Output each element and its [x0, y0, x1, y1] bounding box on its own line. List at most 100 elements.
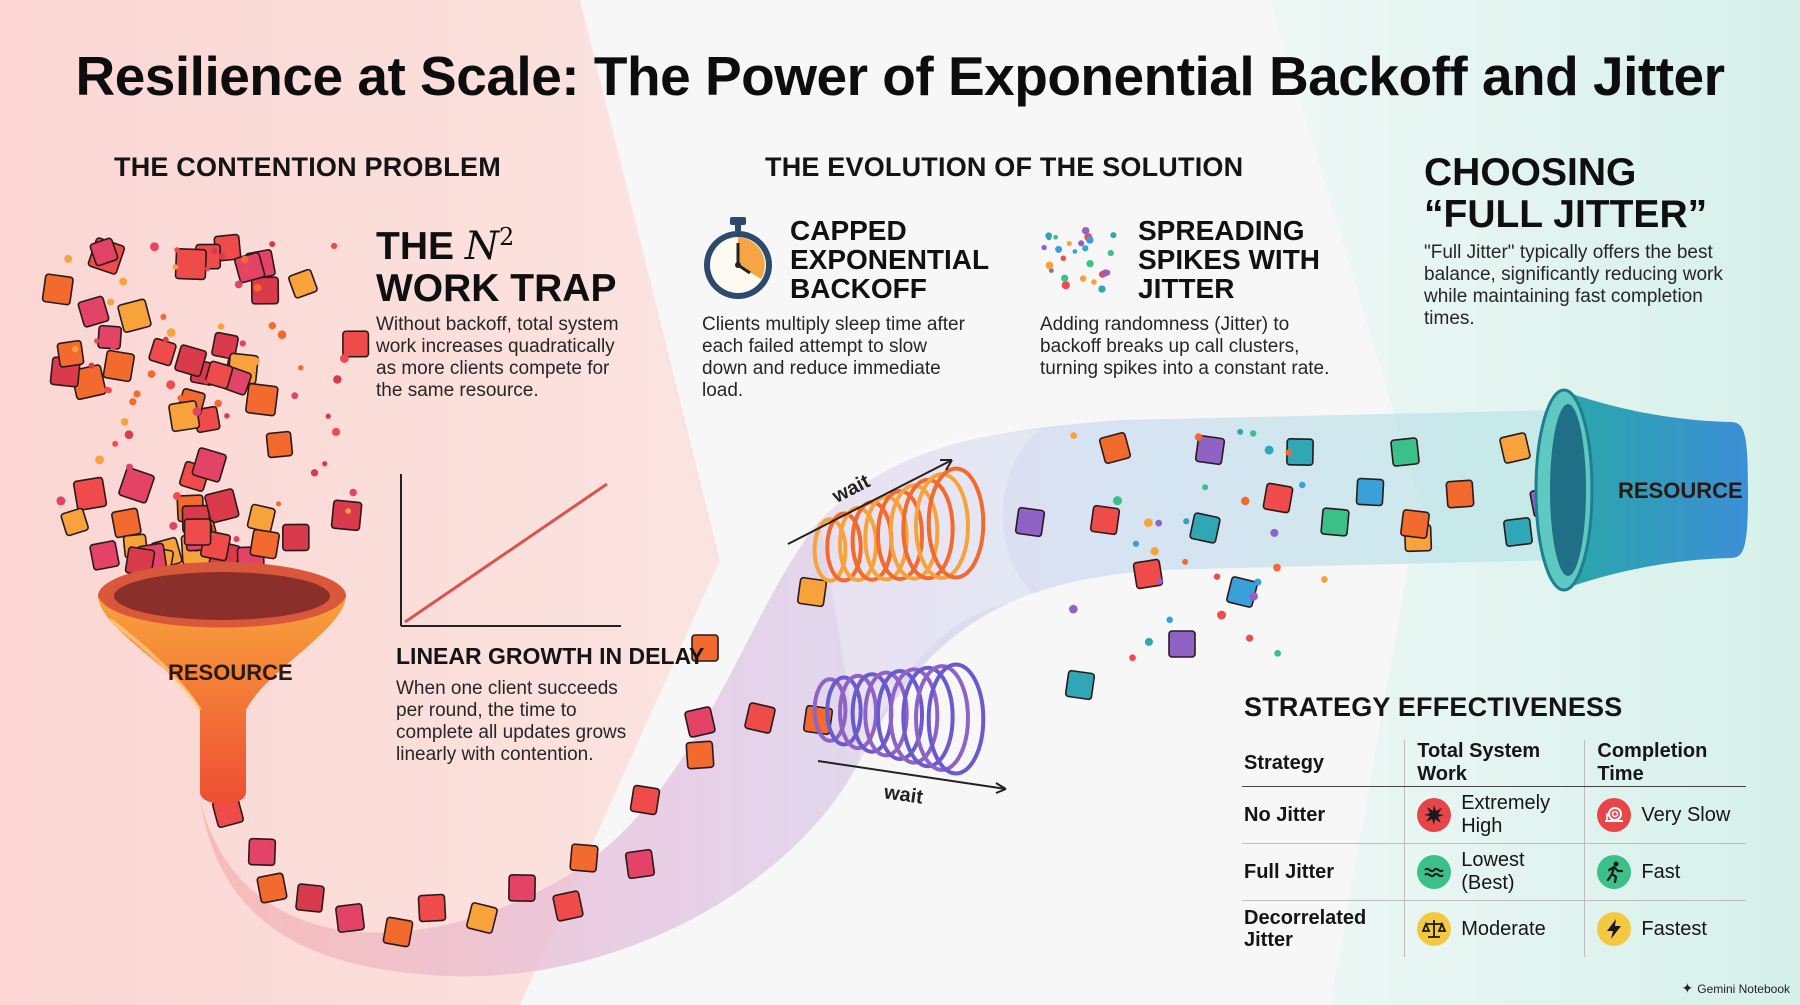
request-dot [233, 536, 240, 543]
jittered-block [1168, 630, 1196, 658]
jittered-dot [1270, 528, 1279, 537]
request-block [288, 268, 318, 299]
work-cell: Lowest (Best) [1404, 843, 1585, 901]
request-dot [330, 242, 338, 250]
spring-coil [876, 669, 924, 761]
stream-block [624, 848, 656, 880]
lower-wait-arrow [817, 760, 1007, 794]
page-title: Resilience at Scale: The Power of Expone… [75, 45, 1725, 107]
request-dot [126, 463, 134, 471]
request-dot [214, 399, 222, 408]
request-block [117, 298, 152, 333]
request-block [118, 467, 155, 504]
request-dot [147, 370, 156, 378]
resource-funnel-left [98, 562, 346, 804]
stream-block [552, 890, 584, 922]
request-dot [192, 407, 202, 416]
jittered-block [1320, 507, 1350, 537]
jittered-block [1189, 512, 1221, 544]
scatter-dot [1066, 241, 1072, 247]
jittered-block [1262, 482, 1294, 514]
request-dot [224, 413, 230, 419]
time-value: Fast [1641, 860, 1681, 883]
jittered-dot [1070, 432, 1078, 439]
watermark-text: Gemini Notebook [1697, 981, 1790, 996]
strategy-name: Full Jitter [1242, 843, 1405, 901]
request-block [245, 382, 279, 417]
stream-block [1064, 669, 1096, 701]
time-value: Very Slow [1641, 803, 1731, 826]
jittered-dot [1183, 518, 1190, 525]
request-dot [160, 313, 167, 320]
linear-growth-title: LINEAR GROWTH IN DELAY [396, 643, 705, 669]
request-block [174, 344, 208, 378]
request-dot [349, 488, 357, 497]
spring-coil [876, 489, 924, 581]
jittered-dot [1112, 496, 1122, 506]
stream-block [508, 874, 536, 902]
choosing-heading: CHOOSING “FULL JITTER” [1424, 151, 1708, 236]
capped-backoff-description: Clients multiply sleep time after each f… [702, 314, 965, 401]
request-dot [333, 375, 342, 384]
stream-block [466, 902, 498, 934]
capped-backoff-heading: CAPPED EXPONENTIAL BACKOFF [790, 215, 989, 304]
request-block [342, 330, 370, 358]
spring-coil [914, 664, 970, 772]
request-dot [340, 354, 349, 363]
scatter-dot [1045, 232, 1053, 240]
request-block [72, 476, 108, 511]
jittered-dot [1274, 649, 1282, 657]
scatter-dot [1048, 268, 1054, 273]
request-block [89, 237, 119, 267]
request-block [97, 324, 123, 350]
stream-block [684, 706, 716, 738]
scatter-dot [1061, 281, 1070, 290]
table-header-row: Strategy Total System Work Completion Ti… [1242, 740, 1746, 787]
queued-block [282, 523, 310, 552]
request-dot [64, 254, 73, 263]
strategy-name: No Jitter [1242, 786, 1405, 844]
jittered-dot [1144, 637, 1153, 646]
request-dot [325, 413, 331, 419]
jittered-block [1098, 431, 1132, 465]
spring-coil [926, 662, 986, 776]
work-trap-suffix: WORK TRAP [376, 267, 617, 310]
upper-wait-arrow [787, 459, 953, 545]
request-block [330, 499, 363, 532]
orange-spring-icon [812, 466, 986, 583]
stream-block [417, 893, 447, 923]
request-dot [107, 298, 115, 306]
request-dot [251, 357, 260, 366]
stream-block [382, 916, 414, 948]
gemini-logo-icon: ✦ [1681, 980, 1694, 996]
scale-icon [1417, 912, 1452, 946]
request-dot [203, 379, 209, 385]
stream-block [691, 634, 719, 662]
request-dot [119, 277, 128, 286]
resource-funnel-right [1534, 388, 1748, 592]
scatter-dot [1086, 260, 1094, 268]
request-block [265, 430, 294, 459]
linear-delay-line [404, 482, 608, 624]
work-cell: Moderate [1404, 900, 1585, 957]
jitter-heading: SPREADING SPIKES WITH JITTER [1138, 215, 1321, 304]
spring-coil [825, 511, 863, 583]
spring-coil [812, 517, 848, 583]
request-dot [93, 338, 100, 344]
work-trap-heading: THE N2 WORK TRAP [376, 216, 676, 310]
request-dot [291, 392, 299, 400]
work-cell: Extremely High [1404, 786, 1585, 844]
stream-block [1014, 506, 1046, 538]
jittered-dot [1249, 430, 1257, 437]
request-dot [188, 262, 197, 271]
request-block [89, 540, 120, 571]
request-dot [95, 455, 104, 465]
request-dot [275, 501, 282, 507]
request-block [234, 251, 266, 284]
scatter-dot [1086, 236, 1094, 244]
stream-block [744, 702, 776, 734]
stream-block [685, 740, 715, 770]
jittered-dot [1069, 604, 1078, 614]
scatter-dot [1055, 245, 1063, 253]
right-resource-label: RESOURCE [1618, 478, 1743, 503]
